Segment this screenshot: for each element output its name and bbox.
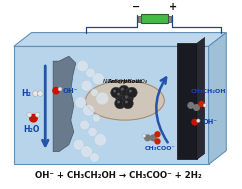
Circle shape: [125, 96, 128, 98]
Circle shape: [33, 91, 38, 96]
Circle shape: [125, 101, 128, 103]
Circle shape: [86, 68, 95, 78]
Circle shape: [94, 134, 106, 146]
Circle shape: [188, 103, 194, 108]
Circle shape: [142, 134, 146, 137]
Text: Amorphous: Amorphous: [107, 79, 143, 84]
Text: H₂O: H₂O: [24, 125, 40, 134]
Circle shape: [96, 92, 109, 105]
Text: OH⁻: OH⁻: [203, 119, 218, 125]
Polygon shape: [197, 37, 205, 160]
Circle shape: [30, 114, 37, 122]
Bar: [138, 16, 141, 22]
Circle shape: [75, 97, 86, 108]
Polygon shape: [14, 33, 226, 46]
Text: CH₃COO⁻: CH₃COO⁻: [145, 146, 175, 151]
Circle shape: [203, 104, 207, 107]
Circle shape: [117, 101, 120, 103]
Text: −: −: [132, 2, 140, 12]
Circle shape: [93, 114, 100, 122]
Circle shape: [80, 120, 89, 130]
Polygon shape: [209, 33, 226, 164]
Bar: [168, 16, 171, 22]
Circle shape: [58, 87, 62, 91]
Ellipse shape: [86, 81, 164, 120]
Circle shape: [129, 90, 132, 93]
Circle shape: [192, 119, 198, 125]
Circle shape: [155, 139, 160, 144]
Polygon shape: [14, 46, 209, 164]
Circle shape: [77, 60, 88, 72]
Circle shape: [122, 98, 133, 109]
Bar: [177, 43, 197, 160]
Circle shape: [83, 105, 94, 116]
Circle shape: [81, 80, 92, 91]
Text: CH₃CH₂OH: CH₃CH₂OH: [191, 89, 226, 94]
Circle shape: [38, 91, 43, 96]
Circle shape: [88, 127, 97, 136]
Bar: [141, 14, 168, 23]
Circle shape: [35, 112, 40, 117]
Circle shape: [117, 93, 120, 96]
Circle shape: [115, 90, 125, 101]
Circle shape: [150, 135, 156, 141]
Circle shape: [194, 105, 199, 110]
Circle shape: [73, 139, 84, 150]
Circle shape: [155, 132, 160, 137]
Text: +: +: [169, 2, 177, 12]
Circle shape: [90, 153, 99, 162]
Circle shape: [122, 93, 133, 104]
Circle shape: [115, 98, 125, 109]
Circle shape: [111, 87, 121, 98]
Circle shape: [113, 90, 116, 93]
Circle shape: [126, 87, 137, 98]
Circle shape: [27, 112, 32, 117]
Text: NiCoB@NiCoWO₄: NiCoB@NiCoWO₄: [103, 73, 147, 84]
Text: OH⁻: OH⁻: [63, 88, 78, 94]
Circle shape: [145, 135, 150, 141]
Circle shape: [53, 88, 59, 94]
Circle shape: [197, 119, 200, 122]
Circle shape: [121, 88, 124, 91]
Text: OH⁻ + CH₃CH₂OH → CH₃COO⁻ + 2H₂: OH⁻ + CH₃CH₂OH → CH₃COO⁻ + 2H₂: [35, 171, 201, 180]
Circle shape: [91, 89, 98, 96]
Circle shape: [199, 101, 204, 106]
Polygon shape: [53, 56, 76, 152]
Text: H₂: H₂: [22, 88, 31, 98]
Circle shape: [81, 146, 92, 157]
Circle shape: [119, 85, 129, 96]
Circle shape: [92, 73, 104, 85]
